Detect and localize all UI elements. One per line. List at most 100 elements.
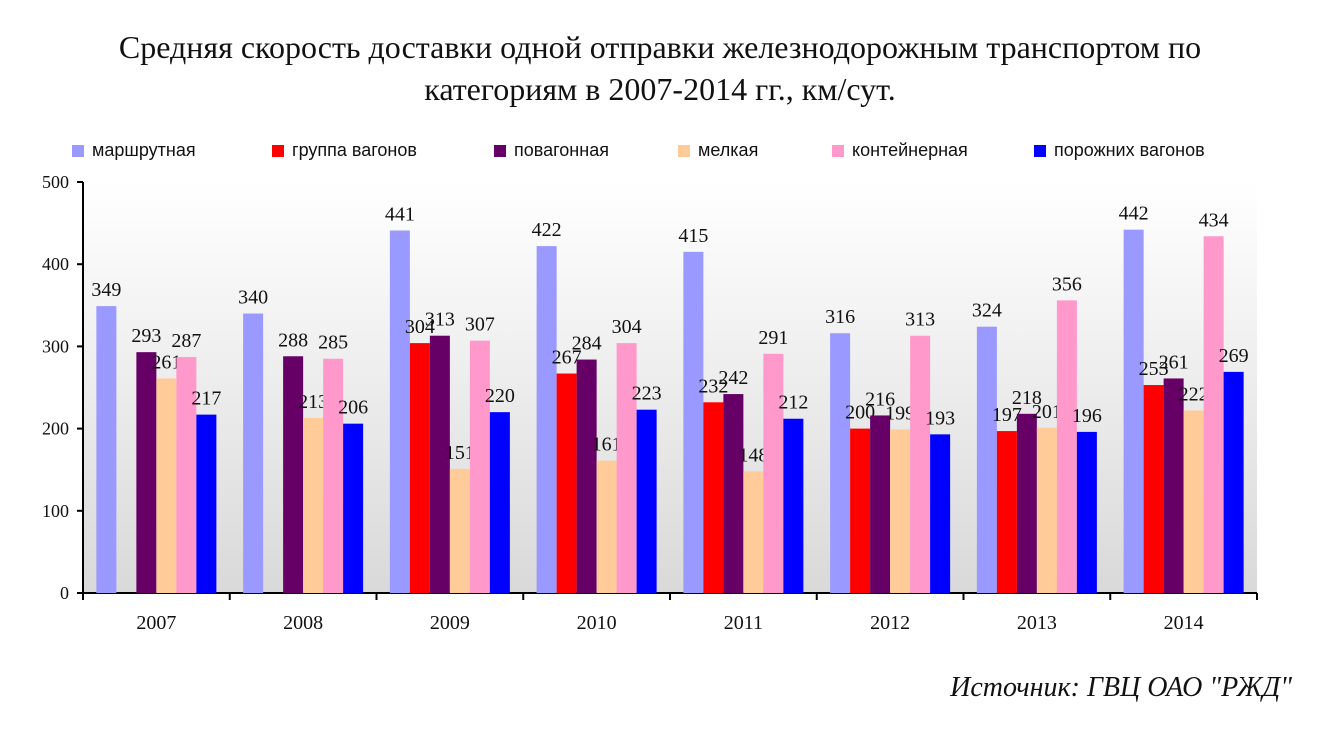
legend-item: повагонная	[494, 140, 609, 161]
bar	[703, 402, 724, 593]
bar	[596, 460, 617, 593]
chart-title-line1: Средняя скорость доставки одной отправки…	[118, 29, 1202, 65]
bar	[556, 373, 577, 593]
bar	[1203, 236, 1224, 593]
y-tick-label: 300	[42, 336, 69, 356]
data-label: 434	[1199, 209, 1229, 231]
data-label: 291	[758, 327, 788, 349]
legend-item: группа вагонов	[272, 140, 417, 161]
x-tick-label: 2010	[577, 612, 617, 634]
bar	[156, 378, 177, 593]
bar	[723, 394, 744, 593]
legend-label: порожних вагонов	[1054, 140, 1205, 160]
legend-label: контейнерная	[852, 140, 968, 160]
y-tick-label: 500	[42, 172, 69, 192]
legend-swatch	[72, 144, 84, 157]
x-tick-label: 2013	[1017, 612, 1057, 634]
data-label: 261	[1159, 351, 1189, 373]
bar	[489, 412, 510, 593]
data-label: 148	[738, 444, 768, 466]
data-label: 304	[405, 316, 435, 338]
data-label: 151	[445, 442, 475, 464]
data-label: 313	[905, 309, 935, 331]
bar	[850, 428, 871, 593]
data-label: 218	[1012, 387, 1042, 409]
bar	[890, 429, 911, 593]
data-label: 193	[925, 407, 955, 429]
data-label: 313	[425, 309, 455, 331]
data-label: 304	[612, 316, 642, 338]
data-label: 293	[131, 325, 161, 347]
data-label: 285	[318, 332, 348, 354]
bar	[996, 431, 1017, 593]
data-label: 441	[385, 203, 415, 225]
bar	[469, 340, 490, 593]
bar	[636, 409, 657, 593]
data-label: 232	[698, 375, 728, 397]
bar	[243, 313, 264, 593]
bar	[616, 343, 637, 593]
chart-title: Средняя скорость доставки одной отправки…	[0, 26, 1320, 110]
y-tick-label: 400	[42, 254, 69, 274]
bar	[1123, 229, 1144, 593]
data-label: 269	[1219, 345, 1249, 367]
data-label: 197	[992, 404, 1022, 426]
legend-label: маршрутная	[92, 140, 196, 160]
bar	[409, 343, 430, 593]
bar	[1163, 378, 1184, 593]
data-label: 217	[191, 388, 221, 410]
bar	[449, 468, 470, 593]
data-label: 223	[632, 383, 662, 405]
bar	[196, 414, 217, 593]
legend-item: мелкая	[678, 140, 758, 161]
bar	[303, 417, 324, 593]
bar	[683, 251, 704, 593]
data-label: 220	[485, 385, 515, 407]
bar	[1016, 413, 1037, 593]
data-label: 284	[572, 333, 602, 355]
bar	[910, 335, 931, 593]
x-tick-label: 2009	[430, 612, 470, 634]
bar	[930, 434, 951, 593]
legend-label: мелкая	[698, 140, 759, 160]
bar	[176, 357, 197, 593]
legend-label: группа вагонов	[292, 140, 417, 160]
bar	[136, 352, 157, 593]
y-tick-label: 200	[42, 419, 69, 439]
chart-title-line2: категориям в 2007-2014 гг., км/сут.	[424, 71, 896, 107]
bar	[429, 335, 450, 593]
bar	[830, 333, 851, 593]
legend: маршрутная группа вагонов повагонная мелкая…	[72, 140, 1292, 164]
x-tick-label: 2012	[870, 612, 910, 634]
data-label: 316	[825, 306, 855, 328]
data-label: 161	[592, 434, 622, 456]
data-label: 216	[865, 388, 895, 410]
bar	[1223, 371, 1244, 593]
bar	[1036, 427, 1057, 593]
bar	[870, 415, 891, 593]
data-label: 213	[298, 391, 328, 413]
data-label: 340	[238, 287, 268, 309]
data-label: 261	[151, 351, 181, 373]
data-label: 442	[1119, 203, 1149, 225]
data-label: 212	[778, 392, 808, 414]
data-label: 267	[552, 347, 582, 369]
data-label: 199	[885, 402, 915, 424]
legend-item: маршрутная	[72, 140, 196, 161]
data-label: 196	[1072, 405, 1102, 427]
data-label: 415	[678, 225, 708, 247]
legend-item: порожних вагонов	[1034, 140, 1205, 161]
legend-item: контейнерная	[832, 140, 968, 161]
bar	[343, 423, 364, 593]
bar	[783, 418, 804, 593]
data-label: 422	[532, 219, 562, 241]
bar	[763, 353, 784, 593]
bar	[576, 359, 597, 593]
data-label: 288	[278, 329, 308, 351]
data-label: 307	[465, 314, 495, 336]
bar	[323, 358, 344, 593]
data-label: 222	[1179, 384, 1209, 406]
legend-swatch	[494, 144, 506, 157]
x-tick-label: 2008	[283, 612, 323, 634]
